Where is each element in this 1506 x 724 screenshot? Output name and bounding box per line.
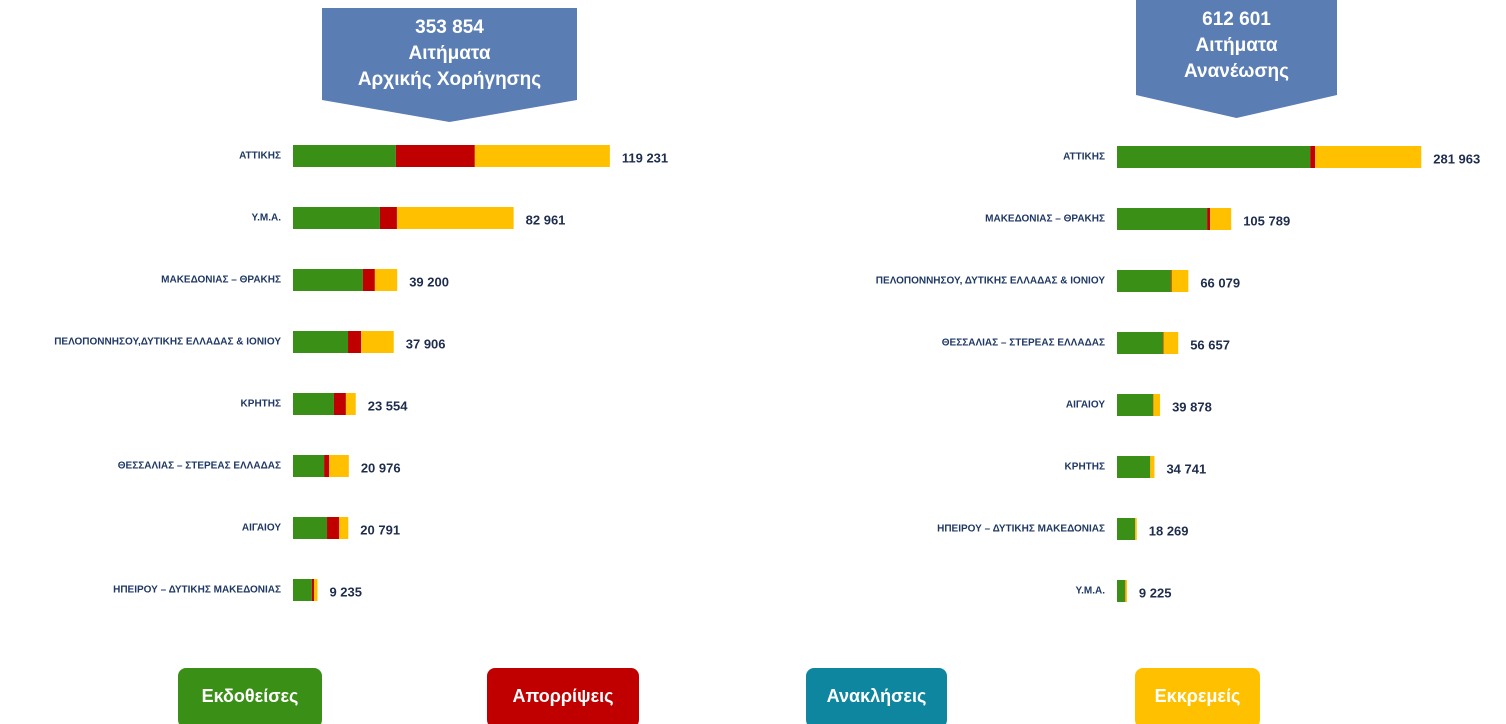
bar-segment [1117, 580, 1125, 602]
category-label: ΑΙΓΑΙΟΥ [1066, 400, 1105, 411]
bar-segment [293, 331, 349, 353]
total-label: 20 791 [360, 522, 400, 537]
legend-box [1135, 668, 1260, 724]
bar-segment [396, 207, 514, 229]
header-text: Αιτήματα [408, 43, 490, 64]
bar-segment [1150, 456, 1155, 478]
bar-segment [311, 579, 315, 601]
bar-segment [293, 517, 328, 539]
bar-segment [1153, 394, 1161, 416]
bar-segment [1117, 456, 1151, 478]
header-text: Αιτήματα [1195, 35, 1277, 56]
header-text: 612 601 [1202, 9, 1271, 30]
bar-segment [293, 207, 380, 229]
bar-segment [324, 455, 330, 477]
category-label: ΗΠΕΙΡΟΥ – ΔΥΤΙΚΗΣ ΜΑΚΕΔΟΝΙΑΣ [937, 524, 1105, 535]
total-label: 20 976 [361, 460, 401, 475]
legend-box [806, 668, 947, 724]
total-label: 9 225 [1139, 585, 1172, 600]
bar-segment [333, 393, 346, 415]
bar-segment [1170, 270, 1172, 292]
bar-segment [1117, 332, 1164, 354]
total-label: 18 269 [1149, 523, 1189, 538]
bar-segment [348, 331, 362, 353]
category-label: ΜΑΚΕΔΟΝΙΑΣ – ΘΡΑΚΗΣ [161, 275, 281, 286]
header-text: Αρχικής Χορήγησης [358, 69, 541, 90]
bar-segment [474, 145, 610, 167]
bar-segment [374, 269, 398, 291]
bar-segment [1210, 208, 1232, 230]
bar-segment [293, 269, 363, 291]
bar-segment [1117, 394, 1154, 416]
header-box [1136, 0, 1337, 118]
bar-segment [1117, 518, 1136, 540]
legend-label: Εκκρεμείς [1155, 686, 1241, 706]
legend-label: Απορρίψεις [512, 686, 613, 706]
total-label: 37 906 [406, 336, 446, 351]
bar-segment [293, 455, 325, 477]
bar-segment [345, 393, 356, 415]
header-text: Ανανέωσης [1184, 61, 1289, 82]
category-label: ΠΕΛΟΠΟΝΝΗΣΟΥ, ΔΥΤΙΚΗΣ ΕΛΛΑΔΑΣ & ΙΟΝΙΟΥ [876, 276, 1106, 287]
bar-segment [327, 517, 339, 539]
total-label: 39 878 [1172, 399, 1212, 414]
header-box [322, 8, 577, 122]
bar-segment [338, 517, 349, 539]
total-label: 56 657 [1190, 337, 1230, 352]
category-label: Υ.Μ.Α. [252, 213, 282, 224]
total-label: 105 789 [1243, 213, 1290, 228]
bar-segment [1135, 518, 1137, 540]
bar-segment [329, 455, 349, 477]
bar-segment [1207, 208, 1211, 230]
category-label: ΚΡΗΤΗΣ [1065, 462, 1105, 473]
category-label: ΑΤΤΙΚΗΣ [1063, 152, 1105, 163]
bar-segment [1117, 270, 1171, 292]
total-label: 39 200 [409, 274, 449, 289]
category-label: ΘΕΣΣΑΛΙΑΣ – ΣΤΕΡΕΑΣ ΕΛΛΑΔΑΣ [942, 338, 1105, 349]
total-label: 23 554 [368, 398, 409, 413]
category-label: ΑΙΓΑΙΟΥ [242, 523, 281, 534]
bar-segment [362, 269, 375, 291]
category-label: Υ.Μ.Α. [1076, 586, 1106, 597]
bar-segment [379, 207, 397, 229]
category-label: ΘΕΣΣΑΛΙΑΣ – ΣΤΕΡΕΑΣ ΕΛΛΑΔΑΣ [118, 461, 281, 472]
bar-segment [314, 579, 318, 601]
legend-box [178, 668, 322, 724]
total-label: 34 741 [1166, 461, 1206, 476]
bar-segment [1117, 208, 1208, 230]
bar-segment [1163, 332, 1179, 354]
total-label: 281 963 [1433, 151, 1480, 166]
bar-segment [361, 331, 394, 353]
bar-segment [1125, 580, 1127, 602]
legend-label: Εκδοθείσες [202, 686, 299, 706]
header-text: 353 854 [415, 17, 484, 38]
legend-box [487, 668, 639, 724]
total-label: 9 235 [329, 584, 362, 599]
category-label: ΜΑΚΕΔΟΝΙΑΣ – ΘΡΑΚΗΣ [985, 214, 1105, 225]
bar-segment [293, 393, 334, 415]
total-label: 119 231 [622, 150, 668, 165]
bar-segment [1117, 146, 1311, 168]
category-label: ΚΡΗΤΗΣ [241, 399, 281, 410]
total-label: 66 079 [1200, 275, 1240, 290]
category-label: ΑΤΤΙΚΗΣ [239, 151, 281, 162]
total-label: 82 961 [526, 212, 566, 227]
bar-segment [1171, 270, 1189, 292]
category-label: ΠΕΛΟΠΟΝΝΗΣΟΥ,ΔΥΤΙΚΗΣ ΕΛΛΑΔΑΣ & ΙΟΝΙΟΥ [54, 337, 281, 348]
category-label: ΗΠΕΙΡΟΥ – ΔΥΤΙΚΗΣ ΜΑΚΕΔΟΝΙΑΣ [113, 585, 281, 596]
bar-segment [293, 579, 312, 601]
legend-label: Ανακλήσεις [827, 686, 927, 706]
bar-segment [395, 145, 475, 167]
bar-segment [293, 145, 396, 167]
bar-segment [1310, 146, 1316, 168]
bar-segment [1315, 146, 1422, 168]
